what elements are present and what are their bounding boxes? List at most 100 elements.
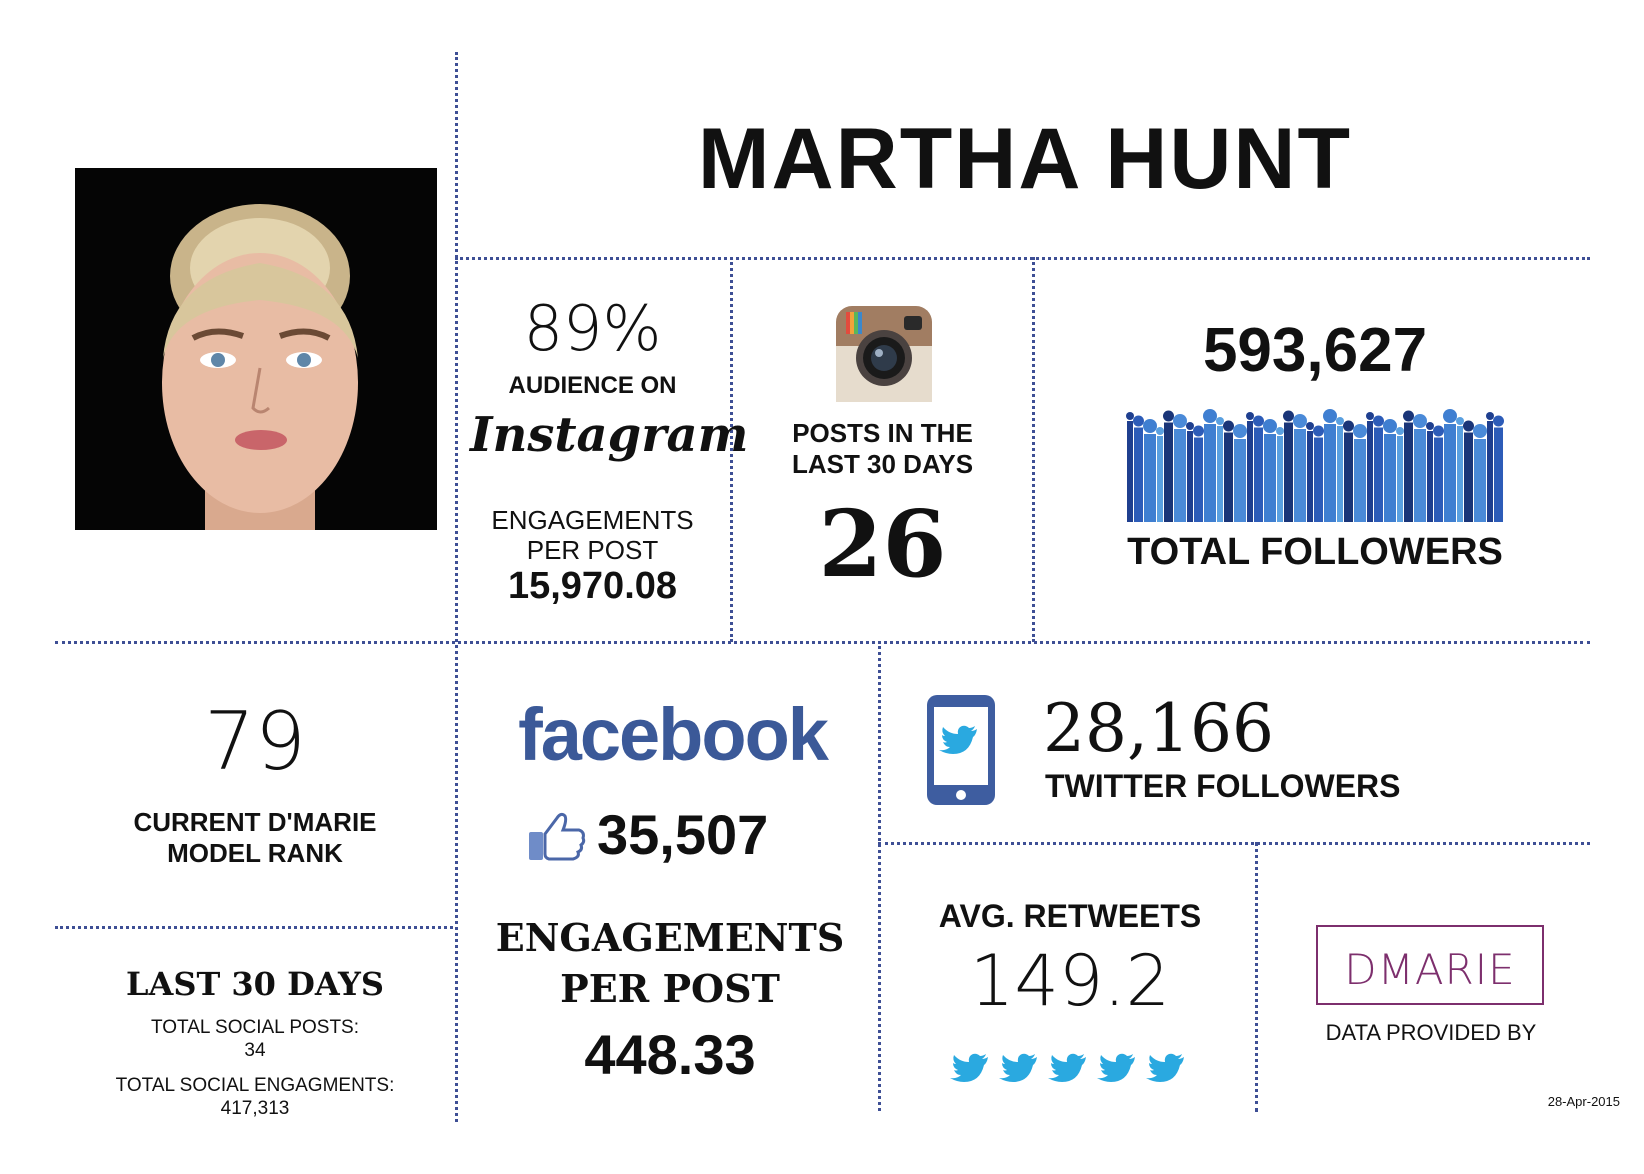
crowd-bar — [1264, 434, 1276, 522]
crowd-bar — [1134, 427, 1143, 522]
audience-label: AUDIENCE ON — [508, 372, 677, 399]
divider-v-posts — [1032, 257, 1035, 642]
crowd-head — [1173, 414, 1187, 428]
crowd-head — [1186, 422, 1194, 430]
crowd-bar — [1307, 431, 1313, 522]
crowd-bar — [1337, 426, 1343, 522]
crowd-bar — [1464, 432, 1473, 522]
last30-posts-value: 34 — [244, 1040, 266, 1061]
crowd-bar — [1254, 427, 1263, 522]
facebook-likes: 35,507 — [597, 803, 769, 866]
posts-label-2: LAST 30 DAYS — [791, 449, 974, 479]
crowd-bar — [1204, 424, 1216, 522]
crowd-head — [1313, 425, 1324, 437]
divider-h-under-title — [455, 257, 1590, 260]
crowd-bars-icon — [1125, 406, 1505, 522]
retweets-value: 149.2 — [969, 940, 1171, 1022]
crowd-bar — [1474, 439, 1486, 522]
dmarie-logo-text: DMARIE — [1344, 945, 1516, 994]
facebook-engagements-label-1: ENGAGEMENTS — [495, 915, 845, 960]
crowd-head — [1473, 424, 1487, 438]
rank-label-2: MODEL RANK — [167, 838, 343, 868]
crowd-head — [1336, 417, 1344, 425]
twitter-bird-icon — [1146, 1053, 1184, 1082]
crowd-head — [1223, 420, 1234, 432]
crowd-head — [1216, 417, 1224, 425]
crowd-bar — [1224, 432, 1233, 522]
crowd-head — [1383, 419, 1397, 433]
report-date: 28-Apr-2015 — [1547, 1094, 1620, 1109]
twitter-bird-icon — [1048, 1053, 1086, 1082]
last30-title: LAST 30 DAYS — [126, 965, 384, 1003]
crowd-head — [1456, 417, 1464, 425]
crowd-head — [1443, 409, 1457, 423]
crowd-bar — [1414, 429, 1426, 522]
divider-v-facebook — [878, 641, 881, 1111]
crowd-bar — [1314, 437, 1323, 522]
crowd-head — [1283, 410, 1294, 422]
crowd-head — [1276, 427, 1284, 435]
total-followers-label: TOTAL FOLLOWERS — [1127, 531, 1503, 573]
crowd-bar — [1434, 437, 1443, 522]
rank-value: 79 — [204, 695, 306, 788]
data-provided-label: DATA PROVIDED BY — [1325, 1020, 1537, 1045]
divider-h-twitter — [878, 842, 1590, 845]
crowd-head — [1253, 415, 1264, 427]
divider-v-retweets — [1255, 842, 1258, 1112]
twitter-followers-label: TWITTER FOLLOWERS — [1045, 768, 1401, 804]
crowd-head — [1413, 414, 1427, 428]
divider-v-audience — [730, 257, 733, 642]
thumbs-up-icon — [527, 810, 587, 862]
crowd-head — [1203, 409, 1217, 423]
crowd-head — [1486, 412, 1494, 420]
twitter-birds-row — [950, 1048, 1200, 1088]
crowd-head — [1193, 425, 1204, 437]
facebook-logo: facebook — [518, 693, 829, 776]
crowd-head — [1246, 412, 1254, 420]
crowd-bar — [1284, 422, 1293, 522]
audience-engagements-label-1: ENGAGEMENTS — [491, 505, 694, 535]
crowd-bar — [1457, 426, 1463, 522]
crowd-head — [1396, 427, 1404, 435]
crowd-bar — [1127, 421, 1133, 522]
twitter-phone-icon — [925, 693, 997, 807]
crowd-bar — [1217, 426, 1223, 522]
crowd-head — [1126, 412, 1134, 420]
audience-percent: 89% — [523, 292, 662, 365]
divider-h-middle — [55, 641, 1590, 644]
crowd-head — [1343, 420, 1354, 432]
twitter-bird-icon — [950, 1053, 988, 1082]
model-photo — [75, 168, 437, 530]
crowd-head — [1233, 424, 1247, 438]
crowd-bar — [1247, 421, 1253, 522]
crowd-bar — [1157, 436, 1163, 522]
instagram-camera-icon — [836, 306, 932, 402]
audience-engagements-value: 15,970.08 — [507, 565, 678, 607]
crowd-bar — [1494, 427, 1503, 522]
crowd-bar — [1404, 422, 1413, 522]
crowd-bar — [1164, 422, 1173, 522]
crowd-head — [1353, 424, 1367, 438]
crowd-head — [1323, 409, 1337, 423]
last30-posts-label: TOTAL SOCIAL POSTS: — [151, 1017, 359, 1038]
retweets-label: AVG. RETWEETS — [938, 898, 1202, 934]
audience-engagements-label-2: PER POST — [526, 535, 659, 565]
last30-engagements-value: 417,313 — [220, 1098, 290, 1119]
crowd-head — [1426, 422, 1434, 430]
crowd-head — [1493, 415, 1504, 427]
crowd-bar — [1384, 434, 1396, 522]
crowd-head — [1306, 422, 1314, 430]
crowd-head — [1143, 419, 1157, 433]
twitter-bird-icon — [999, 1053, 1037, 1082]
rank-label-1: CURRENT D'MARIE — [133, 807, 377, 837]
crowd-bar — [1367, 421, 1373, 522]
crowd-head — [1263, 419, 1277, 433]
crowd-head — [1366, 412, 1374, 420]
posts-label-1: POSTS IN THE — [792, 418, 973, 448]
twitter-followers-value: 28,166 — [1043, 690, 1274, 767]
crowd-head — [1373, 415, 1384, 427]
crowd-bar — [1187, 431, 1193, 522]
crowd-head — [1293, 414, 1307, 428]
last30-engagements-label: TOTAL SOCIAL ENGAGMENTS: — [115, 1075, 395, 1096]
crowd-bar — [1277, 436, 1283, 522]
